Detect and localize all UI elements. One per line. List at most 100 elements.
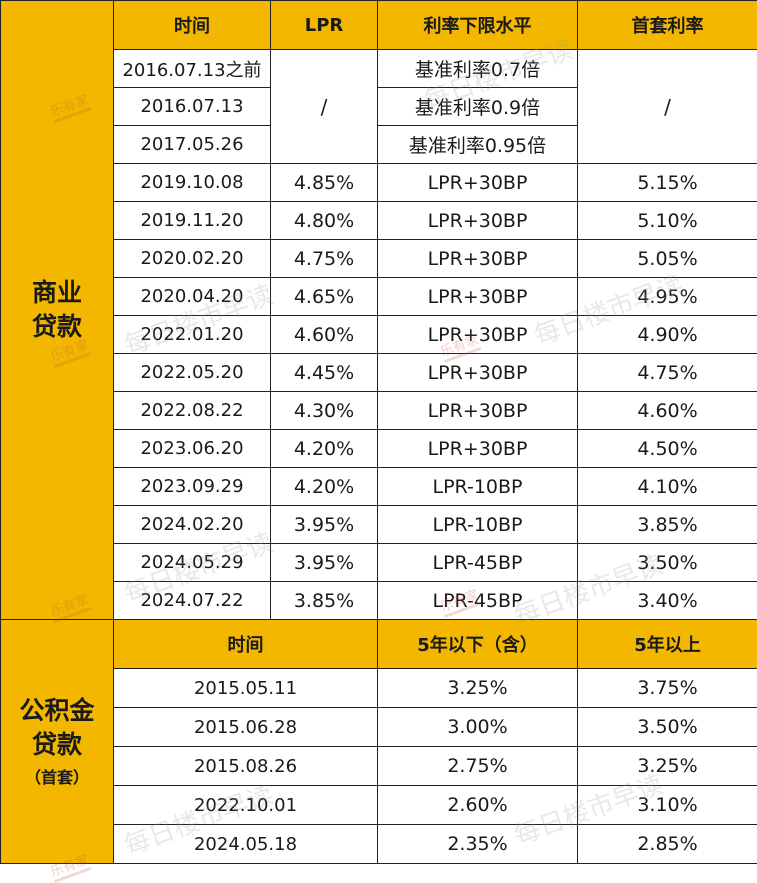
row-floor: LPR+30BP	[377, 163, 578, 202]
row-date: 2022.05.20	[113, 353, 271, 392]
pf-row-under5: 3.25%	[377, 668, 578, 708]
row-date: 2024.07.22	[113, 581, 271, 620]
pf-row-date: 2015.06.28	[113, 707, 378, 747]
provident-label-sub: （首套）	[24, 767, 89, 787]
row-lpr: 4.30%	[270, 391, 378, 430]
table-row: 2015.06.28 3.00% 3.50%	[1, 707, 757, 747]
pf-row-date: 2022.10.01	[113, 785, 378, 825]
pf-row-under5: 2.75%	[377, 746, 578, 786]
row-rate: 3.40%	[577, 581, 757, 620]
pf-row-under5: 2.60%	[377, 785, 578, 825]
table-row: 2019.10.08 4.85% LPR+30BP 5.15%	[1, 163, 757, 202]
table-row: 2024.05.29 3.95% LPR-45BP 3.50%	[1, 543, 757, 582]
table-row: 2016.07.13之前 / 基准利率0.7倍 /	[1, 49, 757, 164]
provident-header-row: 公积金 贷款 （首套） 时间 5年以下（含） 5年以上	[0, 619, 757, 864]
row-lpr: 4.80%	[270, 201, 378, 240]
table-row: 2022.10.01 2.60% 3.10%	[1, 785, 757, 825]
provident-label-line1: 公积金	[19, 695, 95, 725]
provident-loan-label: 公积金 贷款 （首套）	[0, 619, 114, 864]
table-row: 2016.07.13 基准利率0.9倍	[1, 87, 757, 126]
table-row: 2019.11.20 4.80% LPR+30BP 5.10%	[1, 201, 757, 240]
header-first-rate: 首套利率	[577, 0, 757, 50]
row-floor: LPR-45BP	[377, 581, 578, 620]
pf-row-over5: 3.25%	[577, 746, 757, 786]
provident-header-time: 时间	[113, 619, 378, 669]
row-lpr: 4.60%	[270, 315, 378, 354]
row-floor: LPR+30BP	[377, 315, 578, 354]
row-rate: 5.05%	[577, 239, 757, 278]
commercial-label-line2: 贷款	[31, 312, 82, 341]
header-floor: 利率下限水平	[377, 0, 578, 50]
row-date: 2019.11.20	[113, 201, 271, 240]
pf-row-over5: 3.10%	[577, 785, 757, 825]
pf-row-under5: 3.00%	[377, 707, 578, 747]
pf-row-over5: 3.75%	[577, 668, 757, 708]
pf-row-over5: 2.85%	[577, 824, 757, 864]
commercial-label-line1: 商业	[31, 278, 82, 307]
row-rate: 3.50%	[577, 543, 757, 582]
row-rate: 4.60%	[577, 391, 757, 430]
row-floor: LPR+30BP	[377, 201, 578, 240]
row-rate: 5.15%	[577, 163, 757, 202]
pf-row-date: 2015.08.26	[113, 746, 378, 786]
table-row: 2020.04.20 4.65% LPR+30BP 4.95%	[1, 277, 757, 316]
row-date: 2017.05.26	[113, 125, 271, 164]
row-floor: LPR+30BP	[377, 353, 578, 392]
row-lpr: 4.85%	[270, 163, 378, 202]
provident-header-under5: 5年以下（含）	[377, 619, 578, 669]
row-floor: LPR-10BP	[377, 467, 578, 506]
provident-header-over5: 5年以上	[577, 619, 757, 669]
pf-row-date: 2015.05.11	[113, 668, 378, 708]
table-row: 2020.02.20 4.75% LPR+30BP 5.05%	[1, 239, 757, 278]
row-floor: 基准利率0.9倍	[377, 87, 578, 126]
row-floor: LPR+30BP	[377, 239, 578, 278]
row-floor: LPR-10BP	[377, 505, 578, 544]
row-date: 2024.05.29	[113, 543, 271, 582]
table-row: 2023.09.29 4.20% LPR-10BP 4.10%	[1, 467, 757, 506]
row-rate: 4.75%	[577, 353, 757, 392]
row-rate: 4.95%	[577, 277, 757, 316]
table-row: 2023.06.20 4.20% LPR+30BP 4.50%	[1, 429, 757, 468]
row-date: 2019.10.08	[113, 163, 271, 202]
early-lpr-cell: /	[270, 49, 378, 164]
row-rate: 3.85%	[577, 505, 757, 544]
row-date: 2024.02.20	[113, 505, 271, 544]
row-lpr: 4.20%	[270, 429, 378, 468]
table-row: 2015.08.26 2.75% 3.25%	[1, 746, 757, 786]
row-lpr: 4.45%	[270, 353, 378, 392]
row-rate: 5.10%	[577, 201, 757, 240]
row-date: 2016.07.13	[113, 87, 271, 126]
early-first-rate-cell: /	[577, 49, 757, 164]
row-lpr: 3.95%	[270, 505, 378, 544]
row-rate: 4.90%	[577, 315, 757, 354]
table-row: 2024.02.20 3.95% LPR-10BP 3.85%	[1, 505, 757, 544]
row-floor: LPR-45BP	[377, 543, 578, 582]
row-lpr: 4.20%	[270, 467, 378, 506]
row-floor: LPR+30BP	[377, 277, 578, 316]
mortgage-rate-table: 商业 贷款 时间 LPR 利率下限水平 首套利率 2016.07.13之前 / …	[0, 0, 757, 864]
table-row: 2024.07.22 3.85% LPR-45BP 3.40%	[1, 581, 757, 620]
row-date: 2023.09.29	[113, 467, 271, 506]
row-date: 2020.02.20	[113, 239, 271, 278]
header-lpr: LPR	[270, 0, 378, 50]
row-lpr: 4.75%	[270, 239, 378, 278]
table-row: 2015.05.11 3.25% 3.75%	[1, 668, 757, 708]
row-floor: LPR+30BP	[377, 429, 578, 468]
table-row: 2022.08.22 4.30% LPR+30BP 4.60%	[1, 391, 757, 430]
table-header-row: 商业 贷款 时间 LPR 利率下限水平 首套利率	[0, 0, 757, 620]
table-row: 2022.01.20 4.60% LPR+30BP 4.90%	[1, 315, 757, 354]
table-row: 2017.05.26 基准利率0.95倍	[1, 125, 757, 164]
row-lpr: 3.85%	[270, 581, 378, 620]
row-date: 2022.01.20	[113, 315, 271, 354]
row-rate: 4.50%	[577, 429, 757, 468]
row-date: 2020.04.20	[113, 277, 271, 316]
table-row: 2022.05.20 4.45% LPR+30BP 4.75%	[1, 353, 757, 392]
pf-row-over5: 3.50%	[577, 707, 757, 747]
pf-row-under5: 2.35%	[377, 824, 578, 864]
provident-label-line2: 贷款	[31, 729, 82, 759]
header-time: 时间	[113, 0, 271, 50]
row-date: 2016.07.13之前	[113, 49, 271, 88]
row-rate: 4.10%	[577, 467, 757, 506]
commercial-loan-label: 商业 贷款	[0, 0, 114, 620]
